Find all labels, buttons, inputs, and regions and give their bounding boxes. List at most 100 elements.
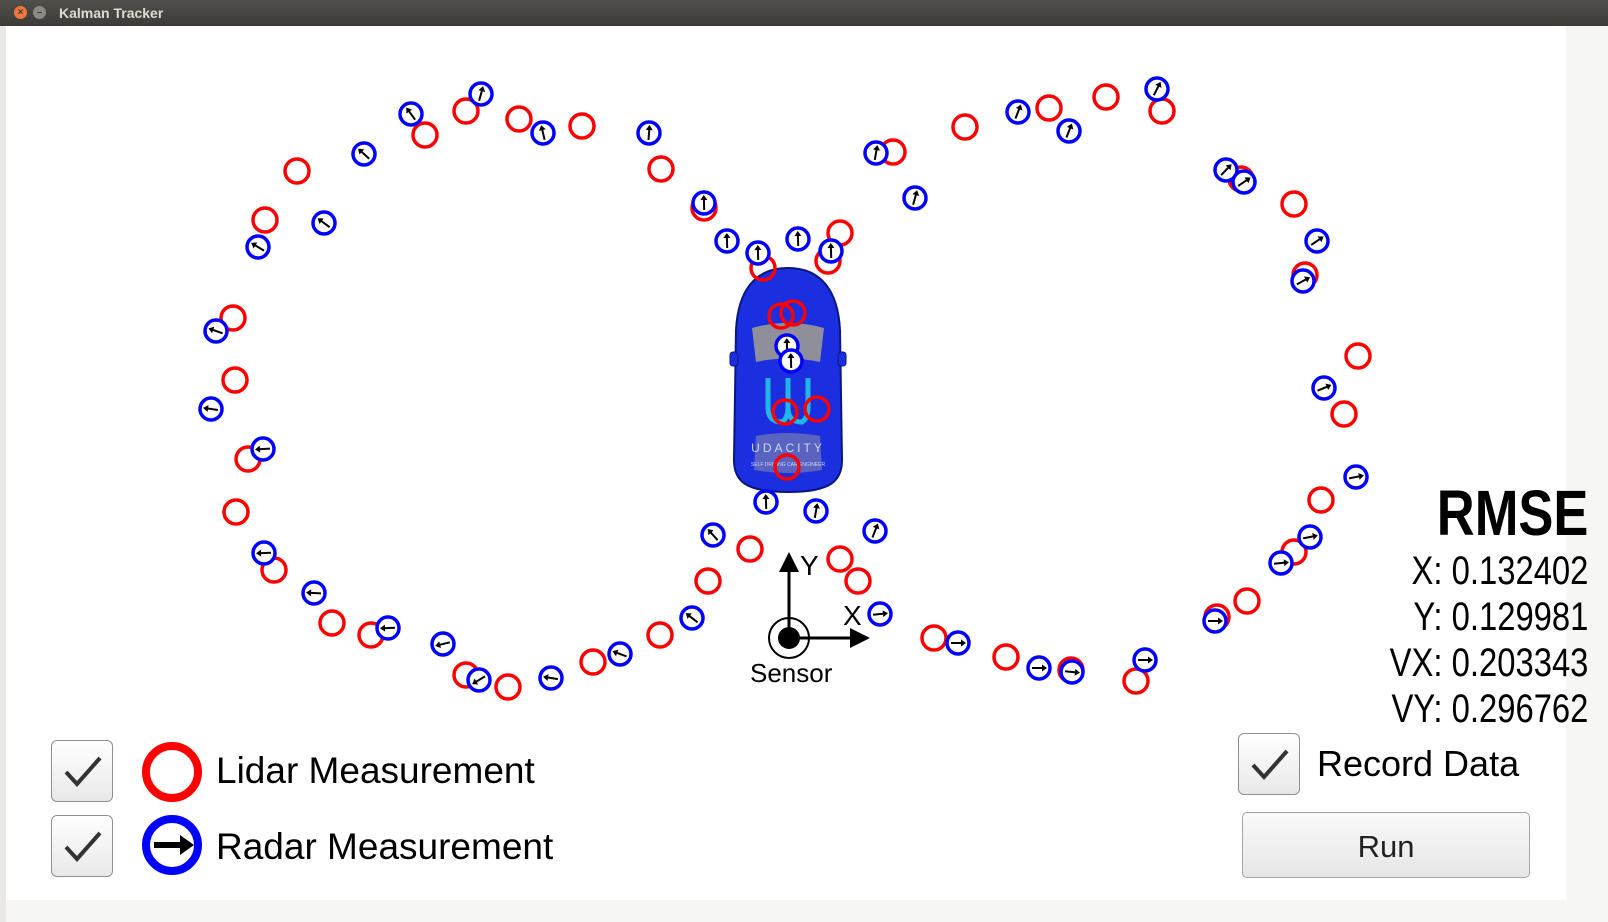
radar-marker (778, 348, 804, 374)
radar-marker (818, 238, 844, 264)
radar-marker (251, 540, 277, 566)
radar-marker (679, 605, 705, 631)
lidar-marker (251, 206, 279, 234)
radar-marker (745, 240, 771, 266)
radar-marker (301, 580, 327, 606)
lidar-marker (1344, 342, 1372, 370)
radar-marker (203, 318, 229, 344)
radar-marker (803, 498, 829, 524)
radar-marker (1026, 655, 1052, 681)
car-brand-text: UDACITY (751, 441, 825, 455)
radar-marker (1144, 76, 1170, 102)
lidar-checkbox[interactable] (51, 740, 113, 802)
radar-marker (1213, 157, 1239, 183)
checkmark-icon (1251, 749, 1289, 780)
radar-marker (1311, 375, 1337, 401)
x-axis-label: X (843, 600, 862, 631)
radar-marker (902, 185, 928, 211)
radar-marker (245, 234, 271, 260)
rmse-panel: RMSE X: 0.132402 Y: 0.129981 VX: 0.20334… (1346, 478, 1588, 732)
rmse-y: Y: 0.129981 (1412, 595, 1588, 639)
radar-marker (1343, 464, 1369, 490)
radar-marker (1268, 550, 1294, 576)
radar-label: Radar Measurement (216, 826, 554, 867)
lidar-marker (1280, 190, 1308, 218)
lidar-marker (694, 567, 722, 595)
lidar-marker (773, 453, 801, 481)
radar-marker (1056, 118, 1082, 144)
radar-marker (398, 101, 424, 127)
rmse-title: RMSE (1436, 477, 1588, 549)
radar-marker (785, 226, 811, 252)
lidar-marker (826, 545, 854, 573)
lidar-marker (736, 535, 764, 563)
record-data-checkbox[interactable] (1238, 733, 1300, 795)
radar-marker (1231, 169, 1257, 195)
sensor-dot (778, 627, 800, 649)
lidar-marker (647, 155, 675, 183)
radar-marker (691, 190, 717, 216)
lidar-marker (1035, 94, 1063, 122)
lidar-marker (219, 304, 247, 332)
radar-marker (945, 630, 971, 656)
lidar-legend-icon (142, 742, 202, 802)
lidar-marker (283, 157, 311, 185)
lidar-marker (579, 648, 607, 676)
record-data-label: Record Data (1317, 743, 1520, 784)
lidar-marker (920, 624, 948, 652)
radar-marker (700, 522, 726, 548)
radar-marker (867, 601, 893, 627)
bottom-margin (6, 900, 1566, 922)
lidar-marker (1330, 400, 1358, 428)
lidar-marker (318, 609, 346, 637)
lidar-marker (844, 567, 872, 595)
radar-marker (198, 396, 224, 422)
radar-marker (1005, 99, 1031, 125)
radar-marker (250, 436, 276, 462)
radar-marker (1297, 524, 1323, 550)
window-minimize-button[interactable]: – (33, 6, 46, 19)
lidar-marker (767, 302, 795, 330)
lidar-marker (494, 673, 522, 701)
lidar-marker (221, 366, 249, 394)
lidar-marker (505, 105, 533, 133)
radar-marker (714, 228, 740, 254)
lidar-marker (992, 643, 1020, 671)
radar-marker (468, 81, 494, 107)
lidar-marker (1307, 486, 1335, 514)
radar-checkbox[interactable] (51, 815, 113, 877)
car-brand-subtext: SELF DRIVING CAR ENGINEER (751, 462, 826, 468)
lidar-marker (568, 112, 596, 140)
sensor-label: Sensor (750, 658, 833, 688)
lidar-marker (803, 395, 831, 423)
radar-marker (1304, 228, 1330, 254)
sensor-axes (768, 552, 870, 659)
radar-marker (1202, 608, 1228, 634)
radar-marker (466, 667, 492, 693)
checkmark-icon (64, 831, 102, 862)
y-axis-label: Y (800, 550, 819, 581)
lidar-marker (452, 97, 480, 125)
radar-marker (1290, 268, 1316, 294)
lidar-marker (222, 498, 250, 526)
run-button[interactable]: Run (1242, 812, 1530, 878)
radar-marker (375, 615, 401, 641)
radar-marker (607, 641, 633, 667)
rmse-vx: VX: 0.203343 (1389, 641, 1588, 685)
radar-marker (1059, 659, 1085, 685)
window-title: Kalman Tracker (59, 5, 164, 21)
radar-marker (430, 631, 456, 657)
rmse-x: X: 0.132402 (1411, 549, 1588, 593)
radar-marker (538, 665, 564, 691)
radar-measurements (198, 76, 1369, 693)
rmse-vy: VY: 0.296762 (1391, 687, 1588, 731)
radar-marker (862, 518, 888, 544)
window-titlebar: × – Kalman Tracker (0, 0, 1608, 26)
lidar-marker (411, 121, 439, 149)
lidar-marker (1092, 83, 1120, 111)
y-axis-arrow-icon (779, 552, 799, 572)
radar-marker (753, 489, 779, 515)
radar-legend-icon (142, 815, 202, 875)
window-close-button[interactable]: × (14, 6, 27, 19)
car-icon: UDACITY SELF DRIVING CAR ENGINEER (729, 266, 847, 494)
